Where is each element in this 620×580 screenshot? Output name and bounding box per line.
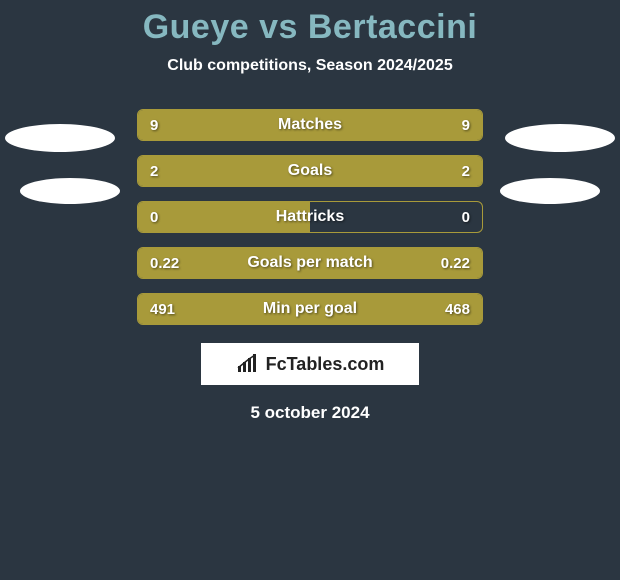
decorative-oval	[505, 124, 615, 152]
stat-value-right: 9	[462, 117, 470, 134]
date-label: 5 october 2024	[0, 403, 620, 423]
stat-label: Goals	[138, 162, 482, 180]
stat-row: 9Matches9	[137, 109, 483, 141]
site-badge-text: FcTables.com	[266, 354, 385, 375]
decorative-oval	[20, 178, 120, 204]
stat-row: 0Hattricks0	[137, 201, 483, 233]
site-badge: FcTables.com	[201, 343, 419, 385]
decorative-oval	[5, 124, 115, 152]
page-title: Gueye vs Bertaccini	[0, 0, 620, 47]
stat-value-right: 2	[462, 163, 470, 180]
decorative-oval	[500, 178, 600, 204]
stat-value-right: 0	[462, 209, 470, 226]
stats-container: 9Matches9 2Goals2 0Hattricks0 0.22Goals per…	[137, 109, 483, 325]
subtitle: Club competitions, Season 2024/2025	[0, 57, 620, 75]
bar-chart-icon	[236, 354, 260, 374]
stat-row: 0.22Goals per match0.22	[137, 247, 483, 279]
stat-label: Goals per match	[138, 254, 482, 272]
stat-row: 2Goals2	[137, 155, 483, 187]
stat-row: 491Min per goal468	[137, 293, 483, 325]
stat-label: Matches	[138, 116, 482, 134]
stat-value-right: 468	[445, 301, 470, 318]
stat-label: Hattricks	[138, 208, 482, 226]
stat-value-right: 0.22	[441, 255, 470, 272]
stat-label: Min per goal	[138, 300, 482, 318]
